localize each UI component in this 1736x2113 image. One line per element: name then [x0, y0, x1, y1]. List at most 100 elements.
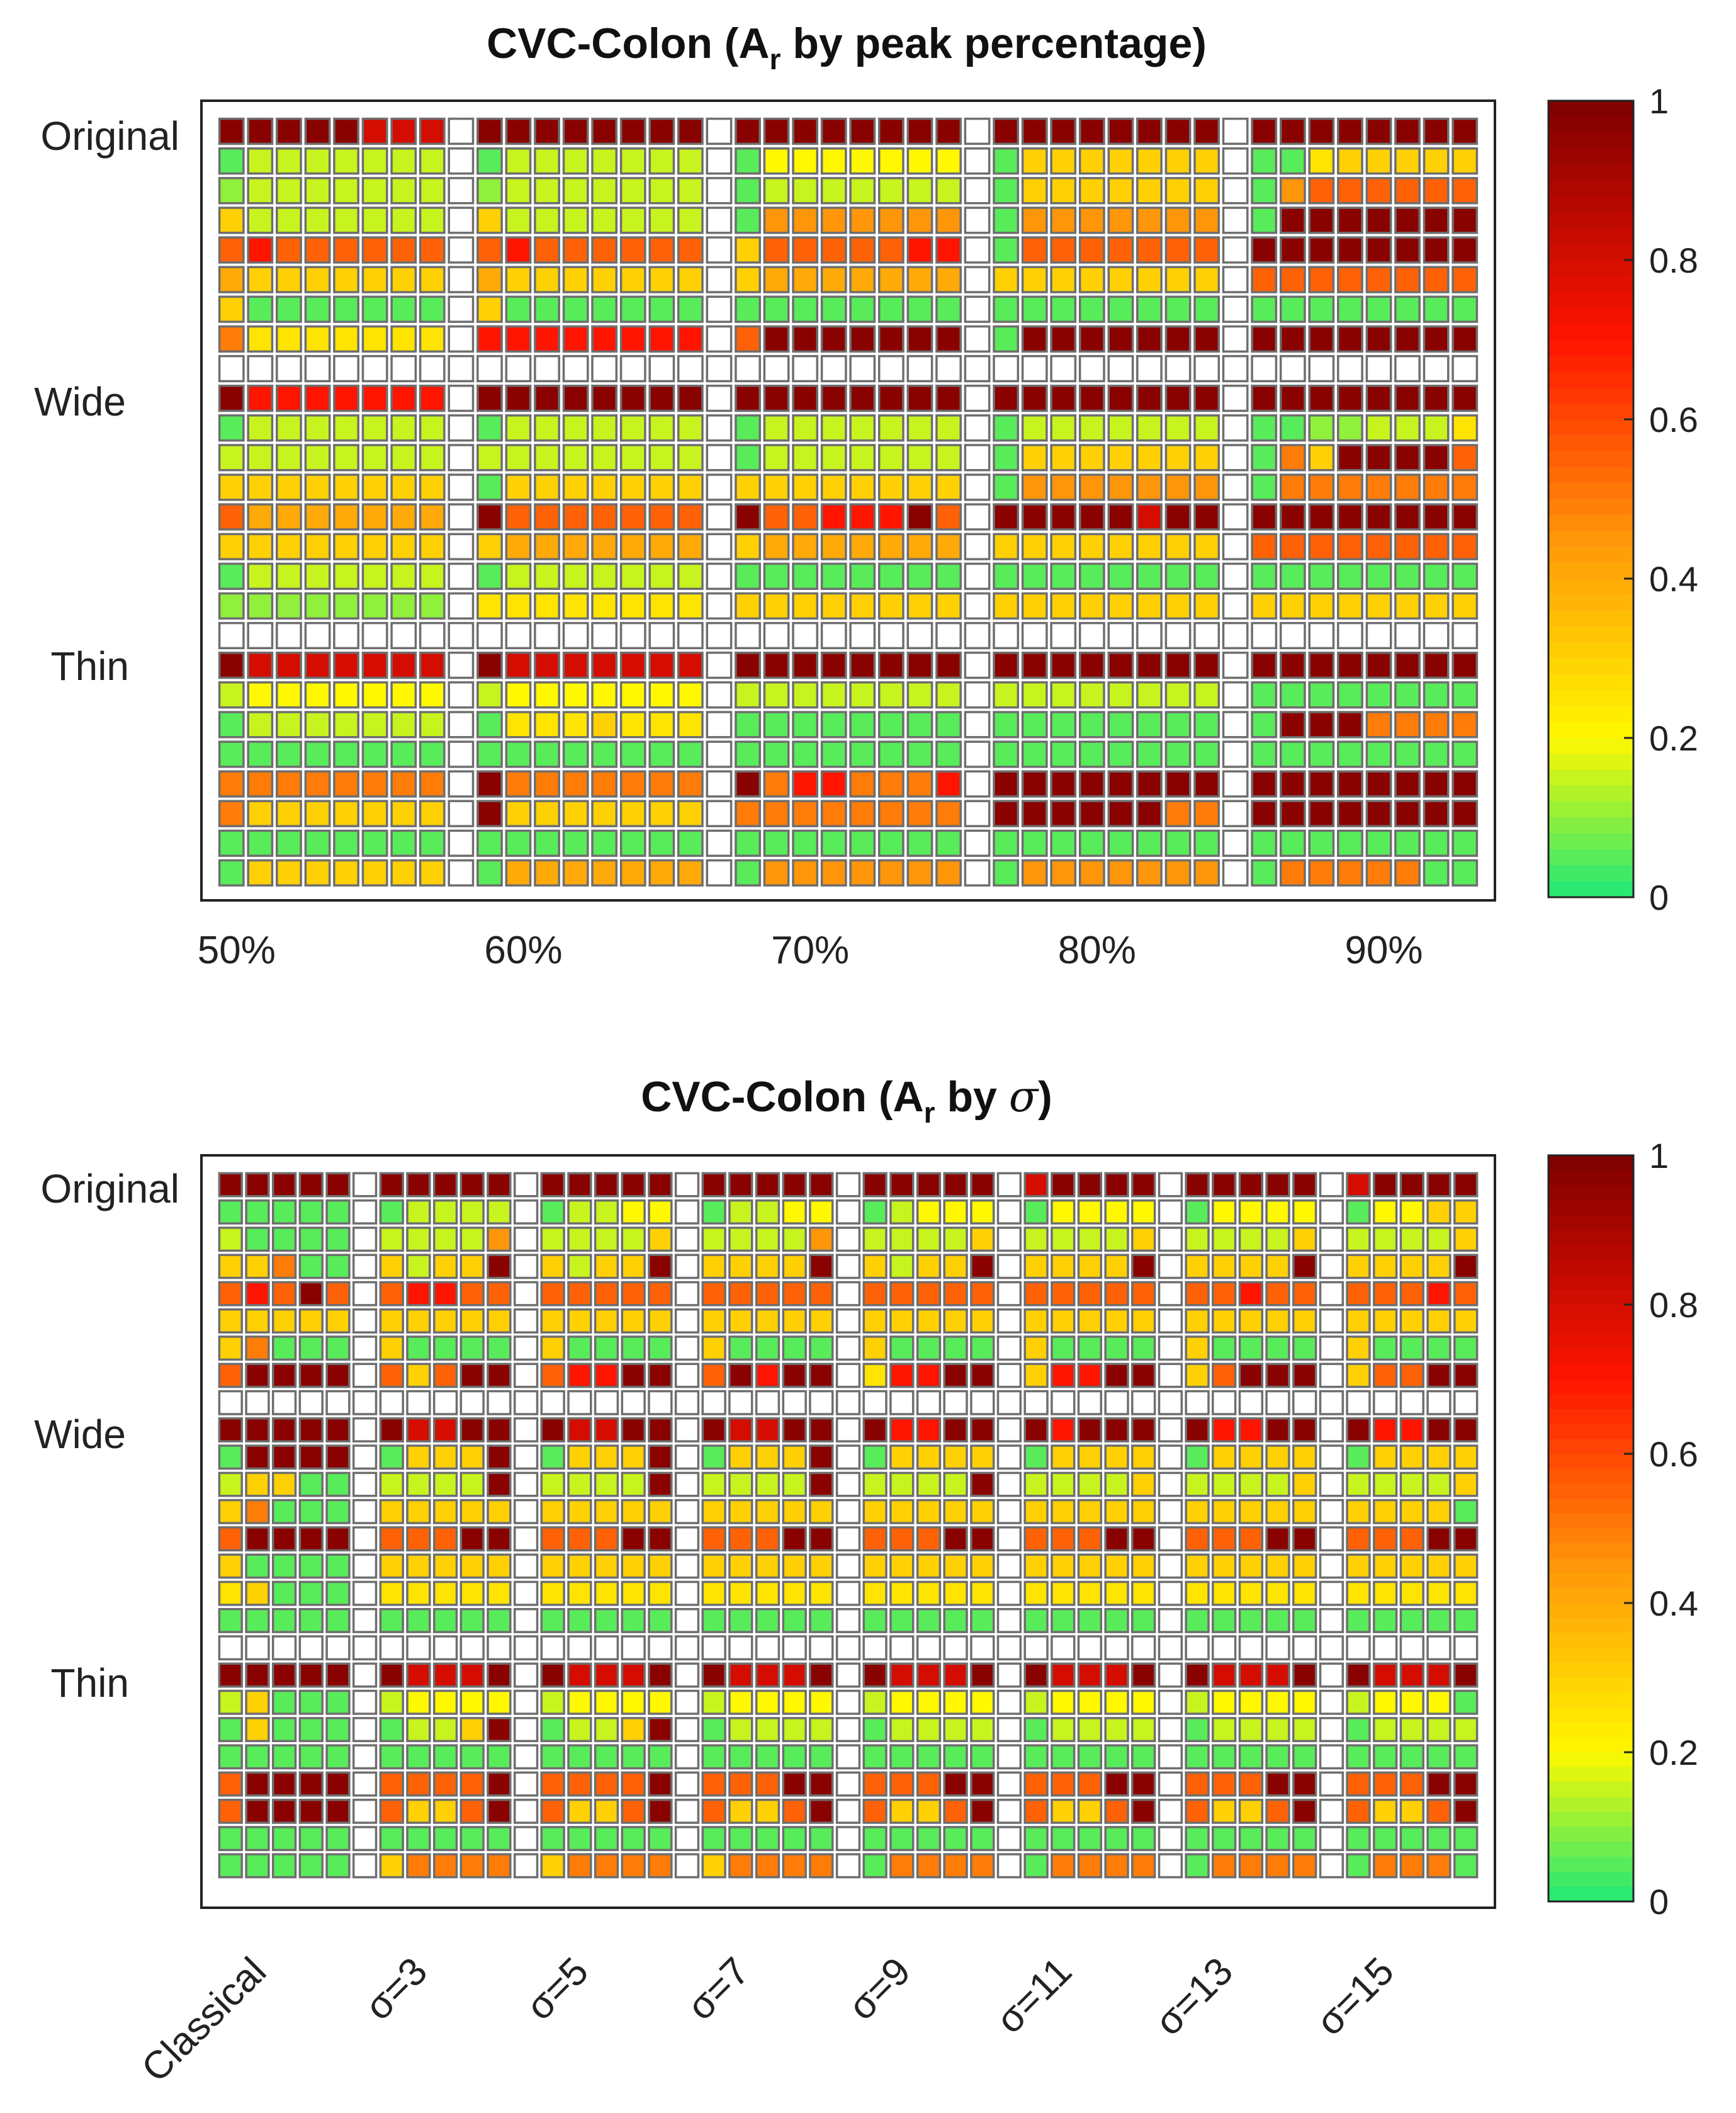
- heatmap-cell: [218, 829, 245, 857]
- heatmap-cell: [247, 681, 274, 709]
- heatmap-cell: [245, 1607, 270, 1633]
- heatmap-cell: [333, 592, 359, 620]
- heatmap-cell: [916, 1553, 942, 1579]
- colorbar-segment: [1548, 483, 1633, 500]
- heatmap-cell: [513, 1662, 539, 1688]
- heatmap-cell: [1308, 592, 1335, 620]
- heatmap-cell: [534, 444, 560, 472]
- heatmap-cell: [406, 1308, 431, 1334]
- heatmap-cell: [1023, 1362, 1049, 1388]
- heatmap-cell: [728, 1526, 753, 1552]
- heatmap-cell: [621, 1308, 646, 1334]
- heatmap-cell: [594, 1853, 619, 1879]
- heatmap-cell: [935, 236, 962, 264]
- heatmap-cell: [591, 800, 618, 827]
- heatmap-cell: [276, 800, 302, 827]
- heatmap-cell: [1337, 651, 1363, 679]
- heatmap-cell: [792, 177, 819, 205]
- heatmap-cell: [487, 1362, 512, 1388]
- heatmap-cell: [706, 354, 733, 383]
- heatmap-cell: [247, 740, 274, 768]
- colorbar-segment: [1548, 116, 1633, 133]
- heatmap-cell: [218, 266, 245, 293]
- heatmap-cell: [1023, 1717, 1049, 1742]
- heatmap-cell: [1078, 859, 1105, 887]
- heatmap-cell: [591, 503, 618, 531]
- heatmap-cell: [906, 207, 933, 234]
- heatmap-cell: [728, 1362, 753, 1388]
- colorbar-segment: [1548, 817, 1633, 834]
- heatmap-cell: [809, 1771, 834, 1797]
- heatmap-cell: [943, 1689, 968, 1715]
- heatmap-cell: [459, 1771, 485, 1797]
- heatmap-cell: [935, 859, 962, 887]
- heatmap-cell: [877, 147, 905, 175]
- heatmap-cell: [390, 829, 417, 857]
- heatmap-cell: [1426, 1744, 1451, 1770]
- heatmap-cell: [1050, 236, 1077, 264]
- heatmap-cell: [1136, 295, 1163, 323]
- colorbar-segment: [1548, 642, 1633, 659]
- heatmap-cell: [448, 681, 475, 709]
- heatmap-cell: [935, 177, 962, 205]
- heatmap-cell: [1292, 1172, 1317, 1198]
- heatmap-cell: [419, 295, 446, 323]
- heatmap-cell: [591, 770, 618, 798]
- heatmap-cell: [298, 1226, 324, 1252]
- heatmap-cell: [432, 1580, 458, 1606]
- heatmap-cell: [809, 1172, 834, 1198]
- heatmap-cell: [361, 859, 388, 887]
- heatmap-cell: [701, 1172, 726, 1198]
- heatmap-cell: [964, 711, 991, 739]
- heatmap-cell: [1453, 1662, 1479, 1688]
- heatmap-cell: [1399, 1635, 1424, 1661]
- heatmap-cell: [1193, 295, 1220, 323]
- heatmap-cell: [1279, 711, 1306, 739]
- heatmap-cell: [1051, 1798, 1076, 1824]
- colorbar-segment: [1548, 1752, 1633, 1768]
- heatmap-cell: [1136, 533, 1163, 560]
- heatmap-cell: [648, 1417, 673, 1442]
- heatmap-cell: [406, 1635, 431, 1661]
- heatmap-cell: [218, 207, 245, 234]
- heatmap-cell: [1222, 473, 1249, 501]
- heatmap-cell: [1185, 1335, 1210, 1361]
- heatmap-cell: [1251, 829, 1278, 857]
- heatmap-cell: [835, 1607, 861, 1633]
- heatmap-cell: [964, 414, 991, 442]
- heatmap-cell: [1251, 325, 1278, 353]
- heatmap-cell: [513, 1798, 539, 1824]
- heatmap-cell: [835, 1498, 861, 1524]
- heatmap-cell: [448, 592, 475, 620]
- heatmap-cell: [728, 1172, 753, 1198]
- heatmap-cell: [1021, 177, 1048, 205]
- colorbar-segment: [1548, 435, 1633, 452]
- heatmap-cell: [1104, 1471, 1129, 1497]
- heatmap-cell: [1423, 444, 1450, 472]
- heatmap-cell: [1158, 1226, 1183, 1252]
- heatmap-cell: [1164, 503, 1192, 531]
- heatmap-cell: [648, 295, 675, 323]
- heatmap-cell: [993, 354, 1020, 383]
- heatmap-cell: [1319, 1744, 1344, 1770]
- heatmap-cell: [276, 533, 302, 560]
- heatmap-cell: [849, 740, 876, 768]
- colorbar-segment: [1548, 339, 1633, 356]
- heatmap-cell: [245, 1526, 270, 1552]
- heatmap-cell: [271, 1335, 297, 1361]
- heatmap-cell: [906, 354, 933, 383]
- heatmap-cell: [352, 1226, 378, 1252]
- heatmap-cell: [487, 1853, 512, 1879]
- heatmap-cell: [1021, 117, 1048, 145]
- heatmap-cell: [935, 651, 962, 679]
- heatmap-cell: [835, 1744, 861, 1770]
- heatmap-cell: [218, 1226, 243, 1252]
- heatmap-cell: [706, 711, 733, 739]
- heatmap-cell: [820, 444, 847, 472]
- heatmap-cell: [1023, 1417, 1049, 1442]
- heatmap-cell: [849, 117, 876, 145]
- heatmap-cell: [1238, 1662, 1264, 1688]
- heatmap-cell: [1023, 1526, 1049, 1552]
- heatmap-cell: [621, 1826, 646, 1852]
- heatmap-cell: [1238, 1254, 1264, 1279]
